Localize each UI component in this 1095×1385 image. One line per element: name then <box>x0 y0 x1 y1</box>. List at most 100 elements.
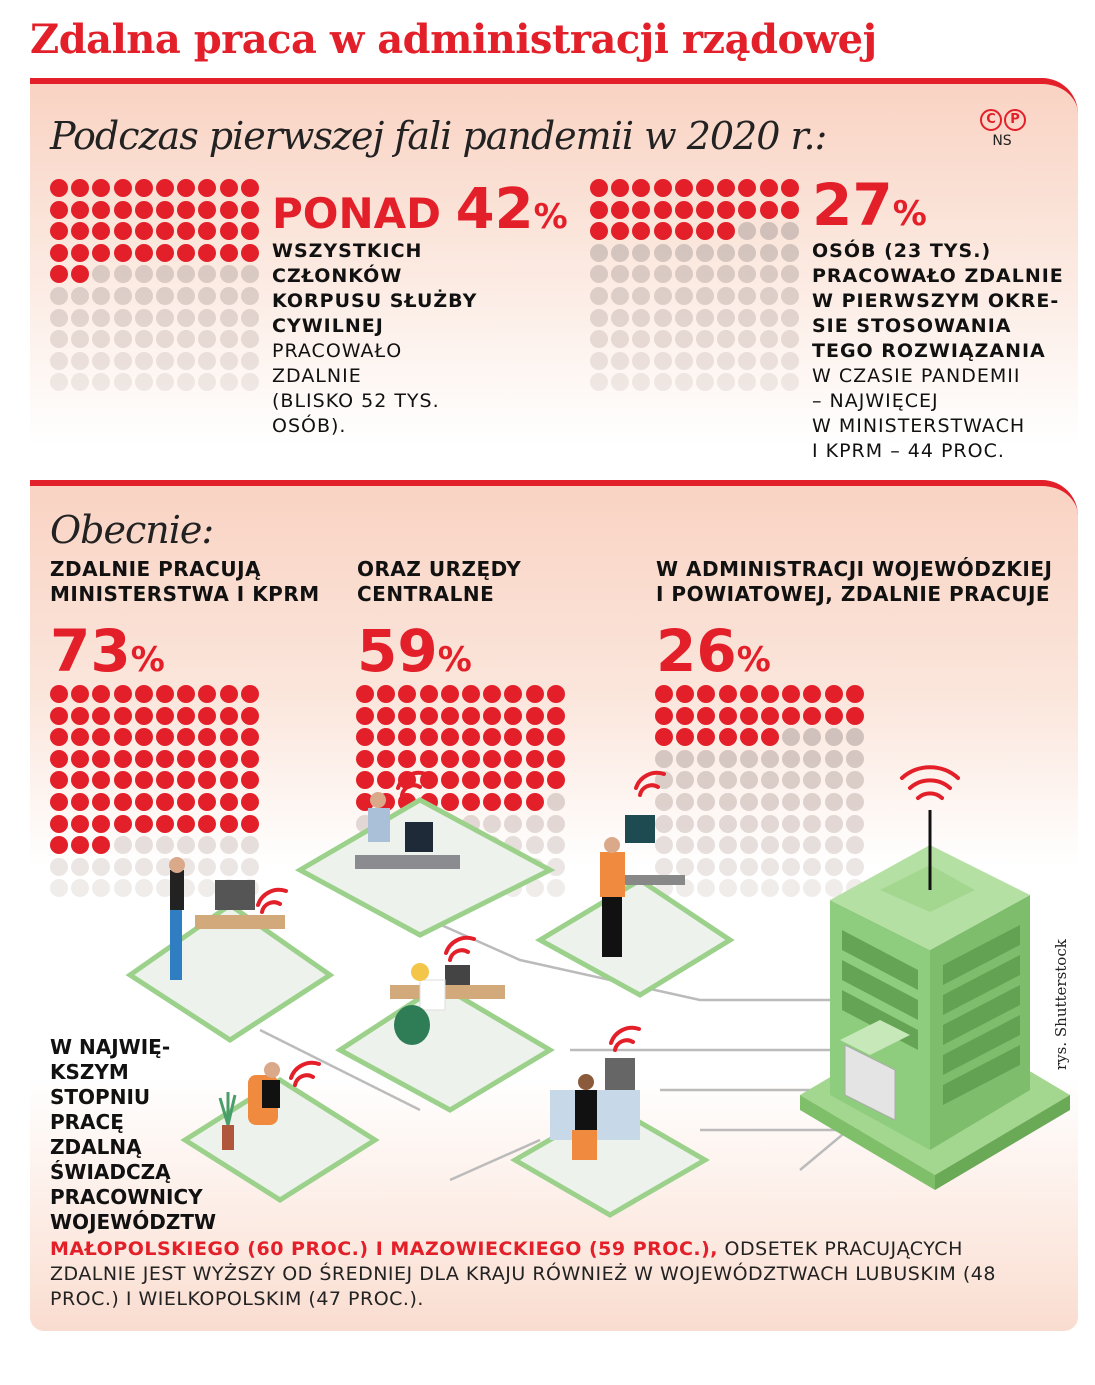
dot-filled <box>419 749 438 768</box>
dot-filled <box>525 792 544 811</box>
page-title: Zdalna praca w administracji rządowej <box>30 16 877 63</box>
stat-42-percent: PONAD 42% <box>272 182 568 238</box>
dot-filled <box>198 179 217 197</box>
dot-filled <box>50 200 68 219</box>
stat-27-description: OSÓB (23 TYS.) PRACOWAŁO ZDALNIE W PIERW… <box>812 239 1064 464</box>
desc-line: W MINISTERSTWACH <box>812 415 1026 437</box>
dot-empty <box>71 351 90 370</box>
dot-empty <box>697 771 716 790</box>
dot-filled <box>504 706 523 725</box>
dot-empty <box>611 286 630 305</box>
dot-empty <box>739 836 758 855</box>
dot-filled <box>695 200 714 219</box>
dot-filled <box>632 179 651 197</box>
dot-empty <box>718 814 737 833</box>
dot-filled <box>219 792 238 811</box>
dot-empty <box>674 243 693 262</box>
dot-empty <box>240 265 259 284</box>
dot-empty <box>697 792 716 811</box>
dot-empty <box>198 373 217 392</box>
dot-empty <box>92 265 111 284</box>
dot-filled <box>525 771 544 790</box>
dot-filled <box>240 222 259 241</box>
dot-empty <box>780 265 799 284</box>
dot-filled <box>134 749 153 768</box>
dot-filled <box>718 685 737 703</box>
dot-empty <box>803 792 822 811</box>
desc-line: W PIERWSZYM OKRE- <box>812 290 1060 312</box>
dot-filled <box>50 685 68 703</box>
dot-filled <box>113 749 132 768</box>
dot-empty <box>198 330 217 349</box>
percent-sign: % <box>892 194 927 234</box>
stat-27-percent: 27% <box>812 176 927 234</box>
dot-empty <box>632 351 651 370</box>
dot-empty <box>155 373 174 392</box>
text-line: pracownicy <box>50 1185 203 1209</box>
dot-filled <box>674 179 693 197</box>
label-line: W administracji wojewódzkiej <box>656 557 1053 581</box>
dot-filled <box>71 792 90 811</box>
summary-rest: odsetek pracujących zdalnie jest wyższy … <box>50 1238 996 1310</box>
dot-filled <box>739 685 758 703</box>
dot-empty <box>219 857 238 876</box>
dot-empty <box>695 373 714 392</box>
stat-value: 42 <box>455 177 534 242</box>
dot-empty <box>738 222 757 241</box>
dot-empty <box>240 308 259 327</box>
dot-empty <box>759 351 778 370</box>
dot-filled <box>483 749 502 768</box>
dot-empty <box>697 857 716 876</box>
dot-filled <box>461 771 480 790</box>
dot-empty <box>198 286 217 305</box>
dot-filled <box>760 685 779 703</box>
stat-value: 73 <box>50 617 131 685</box>
dot-empty <box>546 792 565 811</box>
dot-filled <box>546 706 565 725</box>
dot-filled <box>546 685 565 703</box>
dot-empty <box>824 879 843 898</box>
dot-filled <box>71 749 90 768</box>
dot-filled <box>525 728 544 747</box>
dot-empty <box>845 814 864 833</box>
dot-empty <box>759 286 778 305</box>
dot-filled <box>653 200 672 219</box>
dot-filled <box>155 728 174 747</box>
dot-empty <box>240 286 259 305</box>
dot-empty <box>697 836 716 855</box>
dot-empty <box>739 749 758 768</box>
dot-empty <box>113 351 132 370</box>
dot-empty <box>738 286 757 305</box>
dot-empty <box>739 879 758 898</box>
workstations <box>169 792 685 1160</box>
dot-empty <box>824 857 843 876</box>
dot-empty <box>71 373 90 392</box>
dot-empty <box>718 879 737 898</box>
dot-filled <box>695 179 714 197</box>
dot-empty <box>219 351 238 370</box>
dot-filled <box>718 706 737 725</box>
dot-filled <box>760 728 779 747</box>
dot-grid-73 <box>50 685 259 898</box>
dot-filled <box>71 685 90 703</box>
dot-empty <box>632 308 651 327</box>
dot-empty <box>717 286 736 305</box>
dot-empty <box>134 857 153 876</box>
dot-filled <box>219 749 238 768</box>
dot-filled <box>113 814 132 833</box>
dot-filled <box>782 685 801 703</box>
dot-filled <box>198 749 217 768</box>
dot-filled <box>695 222 714 241</box>
dot-filled <box>71 814 90 833</box>
dot-empty <box>546 814 565 833</box>
dot-empty <box>782 836 801 855</box>
dot-filled <box>461 728 480 747</box>
dot-filled <box>377 771 396 790</box>
stat-value: 27 <box>812 171 893 239</box>
desc-line: KORPUSU SŁUŻBY <box>272 290 478 312</box>
dot-empty <box>782 771 801 790</box>
dot-filled <box>71 243 90 262</box>
dot-empty <box>824 771 843 790</box>
dot-empty <box>525 836 544 855</box>
